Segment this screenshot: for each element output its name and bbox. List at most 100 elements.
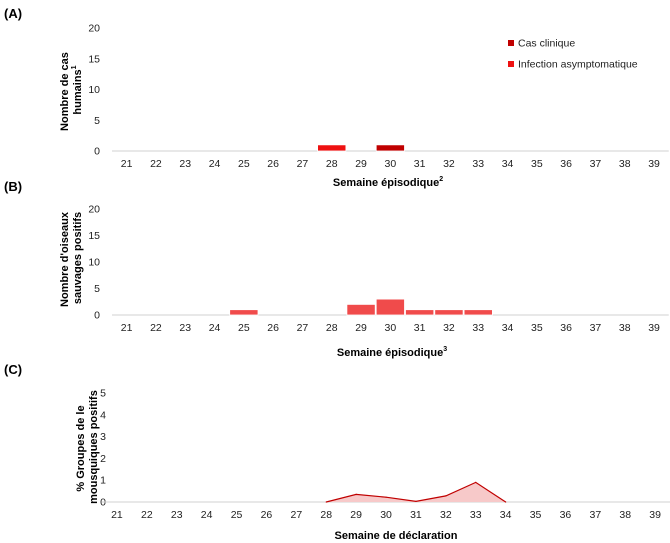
bar [229,309,259,316]
x-tick-label: 22 [150,158,162,170]
x-tick-label: 30 [380,509,392,521]
panel-c-x-title: Semaine de déclaration [335,530,458,542]
x-tick-label: 26 [261,509,273,521]
x-tick-label: 35 [531,158,543,170]
y-tick-label: 20 [88,204,100,216]
x-tick-label: 25 [231,509,243,521]
x-tick-label: 34 [502,158,514,170]
panel-a-label: (A) [4,6,22,21]
bar [346,303,376,316]
y-tick-label: 5 [94,115,100,127]
x-tick-label: 23 [171,509,183,521]
bar [434,309,464,316]
x-tick-label: 39 [648,158,660,170]
x-tick-label: 23 [179,322,191,334]
panel-c-y-ticks: 012345 [100,388,106,509]
x-tick-label: 32 [440,509,452,521]
x-tick-label: 32 [443,322,455,334]
y-tick-label: 0 [94,310,100,322]
x-tick-label: 28 [326,158,338,170]
x-tick-label: 25 [238,158,250,170]
y-tick-label: 10 [88,84,100,96]
y-tick-label: 20 [88,23,100,35]
legend-label-asymptomatic: Infection asymptomatique [518,59,638,71]
data-point [355,493,357,495]
x-tick-label: 29 [350,509,362,521]
y-tick-label: 2 [100,453,106,465]
x-tick-label: 22 [141,509,153,521]
x-tick-label: 33 [472,158,484,170]
y-tick-label: 10 [88,257,100,269]
panel-a: (A) 0 5 10 15 20 21 22 23 24 25 26 27 28 29 30 31 32 33 3… [4,6,669,189]
data-point [475,481,477,483]
panel-b-bars [229,298,493,316]
x-tick-label: 36 [560,509,572,521]
x-tick-label: 31 [414,158,426,170]
x-tick-label: 30 [385,158,397,170]
x-tick-label: 33 [470,509,482,521]
x-tick-label: 36 [560,158,572,170]
x-tick-label: 30 [385,322,397,334]
panel-a-y-ticks: 0 5 10 15 20 [88,23,100,158]
bar [463,309,493,316]
panel-c: (C) 012345 21222324252627282930313233343… [4,362,670,542]
y-tick-label: 0 [94,146,100,158]
x-tick-label: 34 [502,322,514,334]
panel-c-x-ticks: 21 22 23 24 25 26 27 28 29 30 31 32 33 34 35 36 37 38 39 [111,509,661,521]
x-tick-label: 27 [291,509,303,521]
x-tick-label: 33 [472,322,484,334]
y-tick-label: 5 [100,388,106,400]
bar [375,298,405,316]
x-tick-label: 21 [121,158,133,170]
data-point [415,500,417,502]
x-tick-label: 24 [209,158,221,170]
x-tick-label: 23 [179,158,191,170]
x-tick-label: 35 [530,509,542,521]
panel-a-y-title-line2: humains1 [71,65,84,114]
y-tick-label: 5 [94,283,100,295]
panel-b-x-ticks: 21 22 23 24 25 26 27 28 29 30 31 32 33 34 35 36 37 38 39 [121,322,660,334]
x-tick-label: 37 [590,509,602,521]
legend-label-clinical: Cas clinique [518,38,575,50]
panel-c-area [325,481,507,503]
x-tick-label: 27 [297,322,309,334]
x-tick-label: 25 [238,322,250,334]
x-tick-label: 24 [209,322,221,334]
y-tick-label: 3 [100,431,106,443]
x-tick-label: 27 [297,158,309,170]
y-tick-label: 4 [100,409,106,421]
x-tick-label: 39 [648,322,660,334]
data-point [505,501,507,503]
panel-a-x-ticks: 21 22 23 24 25 26 27 28 29 30 31 32 33 34 35 36 37 38 39 [121,158,660,170]
y-tick-label: 1 [100,475,106,487]
x-tick-label: 28 [326,322,338,334]
x-tick-label: 39 [649,509,661,521]
area-fill [326,482,506,502]
x-tick-label: 28 [320,509,332,521]
panel-a-legend: Cas clinique Infection asymptomatique [508,38,638,71]
x-tick-label: 37 [590,158,602,170]
x-tick-label: 21 [111,509,123,521]
y-tick-label: 15 [88,53,100,65]
x-tick-label: 29 [355,158,367,170]
panel-b: (B) 0 5 10 15 20 21 22 23 24 25 26 27 28 29 30 31 32 33 3… [4,179,669,359]
data-point [325,501,327,503]
bar [375,144,405,152]
panel-b-y-title: Nombre d'oiseaux sauvages positifs [59,209,84,307]
x-tick-label: 26 [267,322,279,334]
x-tick-label: 37 [590,322,602,334]
x-tick-label: 38 [619,322,631,334]
bar [317,144,347,152]
panel-b-label: (B) [4,179,22,194]
x-tick-label: 26 [267,158,279,170]
bar [405,309,435,316]
x-tick-label: 35 [531,322,543,334]
legend-swatch-asymptomatic [508,61,514,67]
x-tick-label: 36 [560,322,572,334]
panel-c-y-title: % Groupes de le mousquiques positifs [75,390,100,504]
x-tick-label: 24 [201,509,213,521]
data-point [385,496,387,498]
x-tick-label: 29 [355,322,367,334]
legend-swatch-clinical [508,40,514,46]
